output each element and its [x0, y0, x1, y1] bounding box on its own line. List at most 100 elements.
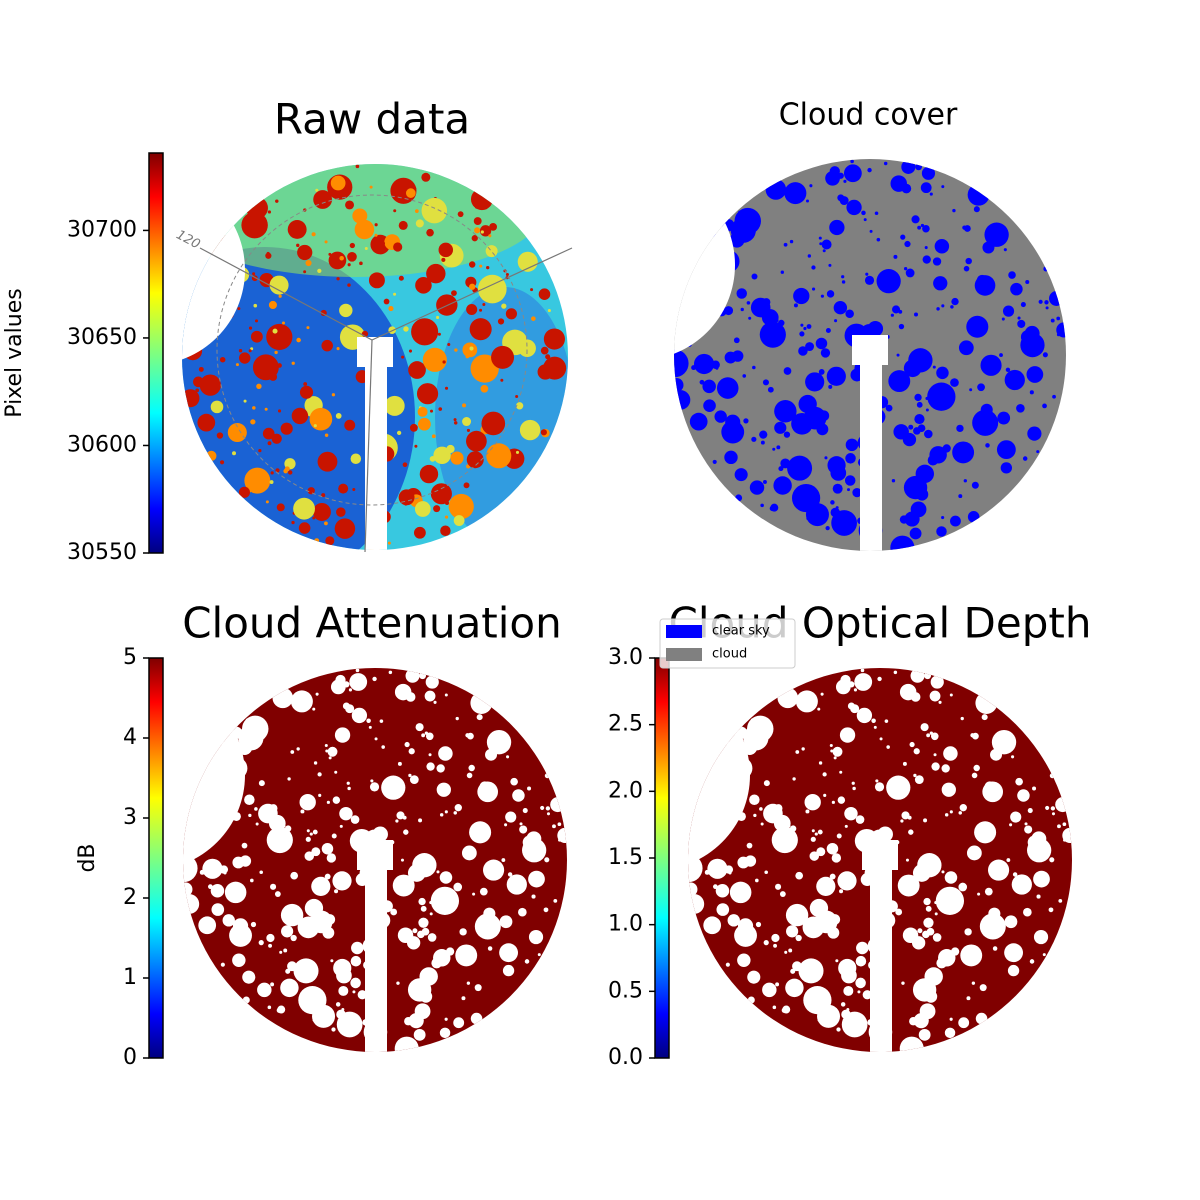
image-blob [778, 319, 785, 327]
image-blob [331, 1027, 336, 1032]
image-blob [468, 261, 476, 268]
image-blob [285, 968, 291, 974]
image-blob [773, 943, 778, 948]
image-blob [977, 383, 985, 392]
image-blob [306, 326, 310, 330]
image-blob [355, 668, 360, 673]
image-blob [900, 819, 904, 823]
image-blob [1044, 300, 1049, 305]
image-blob [805, 199, 809, 203]
image-blob [943, 746, 958, 761]
image-blob [760, 822, 764, 826]
image-blob [293, 958, 319, 984]
image-blob [1004, 915, 1018, 929]
image-blob [266, 933, 275, 943]
image-blob [309, 832, 313, 836]
image-blob [259, 870, 263, 875]
image-mask [862, 840, 898, 1052]
image-blob [403, 829, 409, 835]
image-blob [350, 453, 362, 464]
image-blob [886, 775, 911, 800]
image-blob [844, 824, 848, 828]
image-blob [398, 489, 415, 506]
image-blob [1056, 322, 1066, 338]
image-blob [442, 360, 446, 364]
image-blob [324, 744, 328, 748]
image-blob [313, 761, 318, 765]
image-blob [469, 318, 492, 341]
image-blob [277, 409, 282, 413]
image [674, 159, 1066, 551]
image-blob [420, 905, 427, 912]
image-blob [982, 241, 995, 254]
image-mask [674, 170, 735, 360]
image-blob [270, 471, 274, 475]
image-blob [783, 367, 792, 375]
image-blob [988, 859, 1010, 881]
image-blob [544, 773, 550, 779]
image-blob [944, 813, 949, 817]
image-blob [893, 670, 898, 675]
image-blob [914, 775, 924, 785]
image-blob [975, 692, 998, 714]
image-blob [893, 254, 898, 259]
image-blob [408, 349, 413, 353]
image-blob [688, 854, 703, 883]
image-blob [324, 873, 331, 880]
image-blob [486, 266, 490, 270]
image-blob [1005, 367, 1011, 372]
image-blob [763, 940, 769, 946]
image-blob [501, 303, 507, 309]
image-blob [816, 847, 826, 857]
image-blob [967, 511, 980, 523]
image-blob [774, 421, 787, 434]
image-blob [222, 914, 235, 927]
image-blob [1011, 755, 1015, 759]
image-blob [545, 806, 551, 811]
image-blob [476, 714, 483, 721]
panel-title: Cloud Attenuation [182, 599, 562, 648]
image-blob [436, 764, 445, 773]
image-blob [334, 889, 339, 894]
image-blob [472, 892, 476, 896]
image-blob [848, 446, 853, 451]
image-blob [408, 773, 412, 778]
image-blob [886, 745, 890, 749]
image-blob [843, 164, 862, 183]
image-blob [949, 810, 953, 814]
image-blob [956, 424, 964, 433]
image-blob [1042, 953, 1046, 957]
image-blob [279, 950, 283, 954]
image-blob [746, 301, 751, 305]
image-blob [243, 399, 247, 403]
image-blob [291, 520, 295, 525]
image-blob [433, 446, 451, 465]
image-blob [313, 190, 333, 209]
image-blob [825, 170, 840, 186]
image-blob [470, 952, 474, 956]
image-blob [925, 905, 932, 912]
image-blob [997, 411, 1011, 425]
image-blob [250, 878, 254, 883]
image-blob [313, 424, 317, 428]
image-blob [462, 403, 467, 408]
image-blob [474, 984, 482, 992]
image-blob [379, 719, 384, 723]
image-blob [807, 254, 812, 258]
image-blob [818, 368, 825, 375]
image-blob [278, 294, 282, 298]
image-blob [524, 959, 530, 964]
image-blob [330, 175, 346, 191]
image-blob [852, 487, 862, 498]
image-blob [544, 857, 550, 863]
image-blob [1049, 773, 1055, 779]
image-blob [1055, 797, 1071, 813]
image-blob [831, 853, 842, 863]
image-blob [775, 883, 782, 890]
image-blob [688, 882, 698, 897]
image-blob [876, 237, 881, 242]
image-blob [267, 210, 271, 214]
image-blob [335, 413, 342, 419]
image-blob [314, 538, 320, 544]
image-blob [528, 870, 545, 888]
